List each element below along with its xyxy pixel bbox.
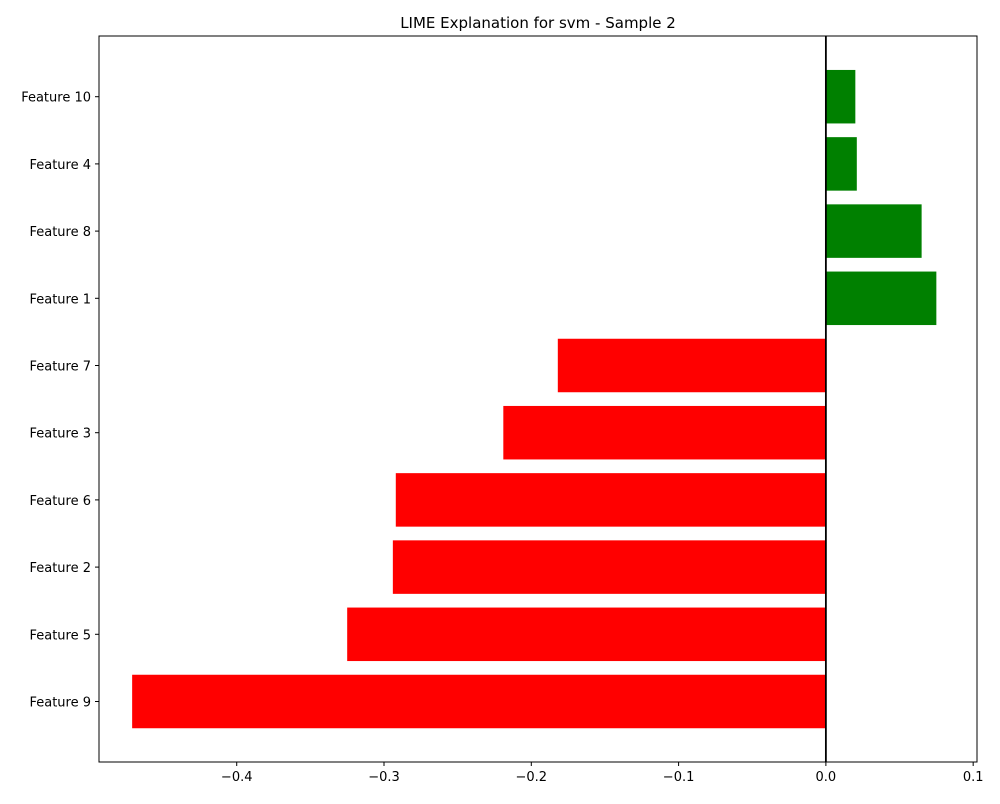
bar-feature-10 [825, 69, 856, 124]
chart-title: LIME Explanation for svm - Sample 2 [400, 14, 676, 32]
bar-feature-3 [503, 405, 826, 460]
bar-feature-9 [132, 674, 826, 729]
x-tick-label: 0.0 [816, 770, 837, 785]
bar-feature-4 [825, 137, 857, 191]
y-tick-label: Feature 6 [29, 494, 91, 509]
y-tick-label: Feature 5 [29, 628, 91, 643]
bar-feature-7 [557, 338, 826, 393]
x-tick-label: −0.2 [516, 770, 548, 785]
y-tick-label: Feature 3 [29, 427, 91, 442]
x-tick-label: 0.1 [963, 770, 984, 785]
bar-feature-8 [825, 204, 922, 258]
bar-feature-6 [395, 473, 826, 527]
y-tick-label: Feature 10 [21, 91, 91, 106]
y-tick-label: Feature 4 [29, 158, 91, 173]
x-tick-label: −0.4 [221, 770, 253, 785]
y-tick-label: Feature 7 [29, 360, 91, 375]
axes-layer: Feature 9 Feature 5 Feature 2 Feature 6 Feat… [21, 35, 984, 785]
y-tick-label: Feature 2 [29, 561, 91, 576]
bars-layer [132, 69, 937, 729]
y-tick-label: Feature 8 [29, 225, 91, 240]
x-tick-label: −0.3 [368, 770, 400, 785]
x-tick-label: −0.1 [663, 770, 695, 785]
plot-frame [98, 35, 978, 763]
bar-feature-1 [825, 271, 937, 326]
bar-feature-2 [392, 540, 826, 594]
y-tick-label: Feature 1 [29, 292, 91, 307]
bar-feature-5 [347, 607, 826, 662]
y-tick-label: Feature 9 [29, 696, 91, 711]
